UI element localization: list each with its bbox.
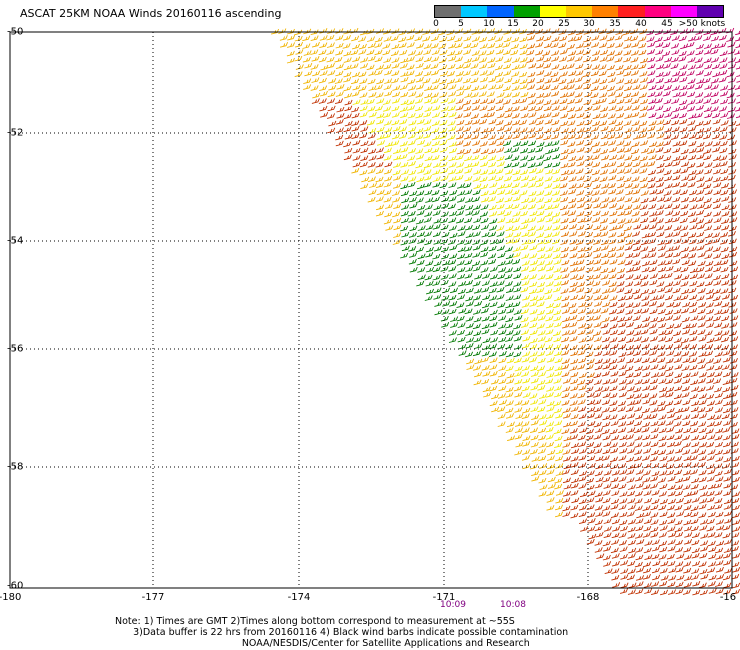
wind-barb-group [646,27,740,120]
scale-label: 45 [661,19,673,29]
scale-label: 30 [583,19,595,29]
wind-barbs [270,27,740,596]
scale-swatch [539,6,566,17]
footnote-line: 3)Data buffer is 22 hrs from 20160116 4)… [115,627,569,638]
scale-swatch [696,6,724,17]
scale-label: >50 knots [678,19,726,29]
x-axis-label: -174 [287,592,311,603]
y-axis-label: -50 [7,26,24,38]
color-scale-labels: 0 5 10 15 20 25 30 35 40 45 >50 knots [433,18,726,30]
scale-label: 40 [635,19,647,29]
scale-swatch [644,6,671,17]
scale-swatch [435,6,462,17]
x-axis-label: -171 [432,592,456,603]
wind-barb-group [400,140,561,358]
scale-swatch [461,6,488,17]
x-axis-label: -177 [141,592,165,603]
y-axis-label: -58 [7,461,24,473]
y-axis-label: -60 [7,580,24,592]
map-frame [9,31,733,589]
measurement-time-label: 10:08 [500,600,526,610]
x-axis-label: -180 [0,592,22,603]
footnote: Note: 1) Times are GMT 2)Times along bot… [115,616,568,649]
y-axis-label: -52 [7,127,24,139]
wind-barb-group [454,27,665,455]
scale-label: 15 [507,19,519,29]
scale-label: 0 [433,19,439,29]
x-axis-label: -168 [576,592,600,603]
scale-swatch [565,6,593,17]
measurement-time-label: 10:09 [440,600,466,610]
footnote-line: NOAA/NESDIS/Center for Satellite Applica… [115,638,530,649]
scale-swatch [618,6,645,17]
wind-barb-group [311,98,740,596]
scale-label: 5 [458,19,464,29]
wind-barb-group [352,97,564,455]
map-grid [10,32,732,588]
wind-speed-color-scale: 0 5 10 15 20 25 30 35 40 45 >50 knots [433,5,726,30]
map-title: ASCAT 25KM NOAA Winds 20160116 ascending [20,7,282,20]
color-scale-bar [434,5,724,18]
scale-label: 10 [483,19,495,29]
scale-swatch [670,6,697,17]
y-axis-label: -56 [7,343,24,355]
scale-label: 20 [532,19,544,29]
y-axis-label: -54 [7,235,24,247]
scale-swatch [592,6,619,17]
wind-barb-group [270,27,564,518]
scale-swatch [487,6,514,17]
scale-swatch [513,6,540,17]
scale-label: 25 [558,19,570,29]
x-axis-label: -16 [719,592,737,603]
scale-label: 35 [609,19,621,29]
footnote-line: Note: 1) Times are GMT 2)Times along bot… [115,616,515,627]
